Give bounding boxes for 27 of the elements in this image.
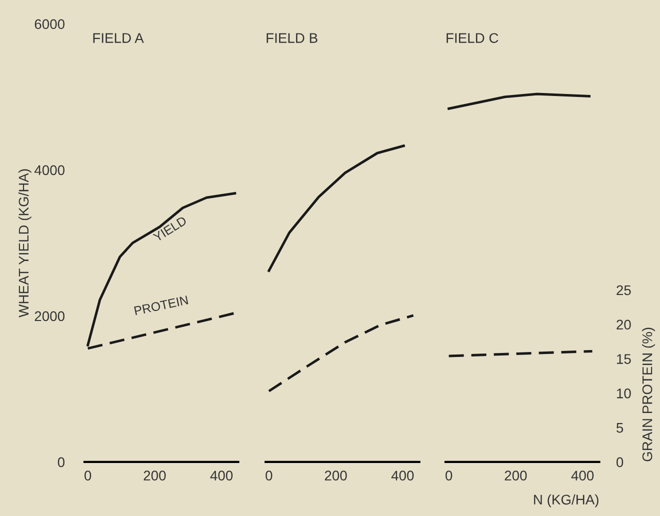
y2-tick-label: 15: [617, 354, 631, 364]
text: FIELD B: [266, 33, 318, 43]
y2-tick-label: 0: [616, 457, 624, 468]
x-tick-label: 400: [391, 470, 414, 481]
line-series: [86, 192, 236, 346]
x-tick-label: 400: [571, 470, 594, 481]
y-tick-label: 0: [58, 457, 64, 468]
x-tick-label: 0: [84, 470, 92, 481]
text: FIELD C: [446, 33, 498, 43]
x-tick-label: 400: [210, 470, 233, 481]
y-tick-label: 6000: [34, 19, 64, 30]
text: FIELD A: [93, 33, 144, 43]
y2-axis-title: GRAIN PROTEIN (%): [642, 328, 655, 462]
x-tick-label: 0: [446, 470, 452, 481]
y2-tick-label: 10: [617, 388, 631, 398]
y2-tick-label: 5: [616, 423, 624, 433]
x-tick-label: 200: [504, 470, 527, 481]
x-axis-title: N (KG/HA): [534, 494, 598, 508]
y2-tick-label: 20: [616, 320, 631, 330]
y-axis-title: WHEAT YIELD (KG/HA): [18, 169, 32, 318]
annotation: PROTEIN: [134, 296, 188, 316]
x-tick-label: 200: [324, 470, 347, 481]
y2-tick-label: 25: [616, 285, 631, 296]
x-tick-label: 0: [266, 470, 272, 481]
y-tick-label: 2000: [34, 311, 64, 322]
x-tick-label: 200: [144, 470, 166, 481]
y-tick-label: 4000: [34, 165, 64, 176]
